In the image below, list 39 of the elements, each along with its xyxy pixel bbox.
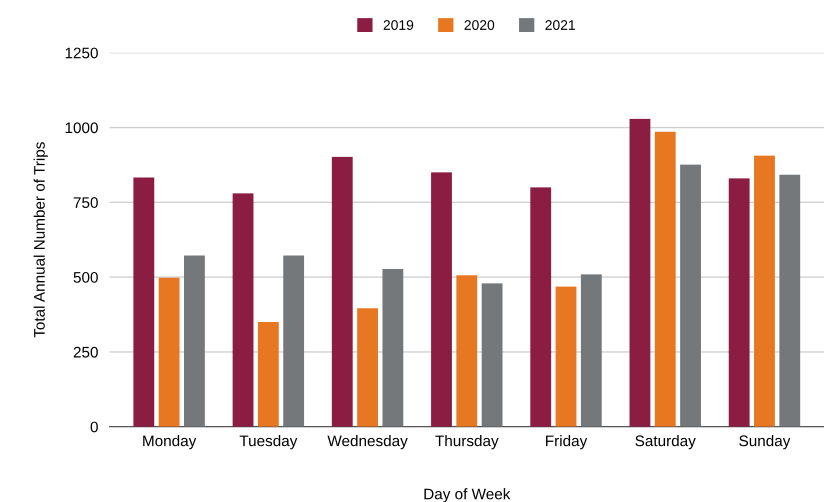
bar	[158, 278, 180, 427]
y-tick-label: 500	[74, 272, 98, 283]
y-axis-title: Total Annual Number of Trips	[34, 142, 48, 338]
bar	[530, 187, 552, 427]
bar	[258, 322, 279, 427]
bar	[283, 256, 304, 427]
y-tick-label: 0	[90, 422, 98, 432]
bar	[456, 275, 478, 427]
bar	[357, 308, 378, 427]
bar	[580, 274, 602, 427]
y-tick-label: 1000	[66, 122, 98, 134]
bar	[382, 269, 404, 427]
bar	[680, 164, 701, 427]
x-tick-label: Sunday	[739, 435, 790, 450]
x-tick-label: Thursday	[435, 435, 499, 450]
bar	[482, 283, 503, 427]
bar	[332, 156, 353, 427]
bar	[754, 156, 775, 427]
x-tick-label: Friday	[546, 435, 588, 450]
x-tick-label: Saturday	[635, 435, 696, 450]
x-tick-label: Wednesday	[327, 435, 408, 450]
legend-label: 2020	[464, 20, 494, 30]
bar	[779, 174, 800, 427]
bar	[630, 118, 650, 427]
x-axis-title: Day of Week	[424, 488, 510, 502]
bar	[728, 178, 750, 427]
y-tick-label: 750	[74, 197, 98, 208]
bar	[431, 172, 452, 427]
bar	[232, 193, 254, 427]
bar	[556, 286, 576, 427]
legend-label: 2021	[545, 20, 575, 30]
y-tick-label: 250	[74, 346, 98, 358]
bar	[133, 177, 154, 427]
bar	[184, 256, 205, 427]
bar	[654, 132, 676, 427]
x-tick-label: Tuesday	[240, 435, 298, 450]
y-tick-label: 1250	[66, 48, 98, 58]
x-tick-label: Monday	[143, 435, 196, 450]
legend-label: 2019	[384, 20, 414, 30]
